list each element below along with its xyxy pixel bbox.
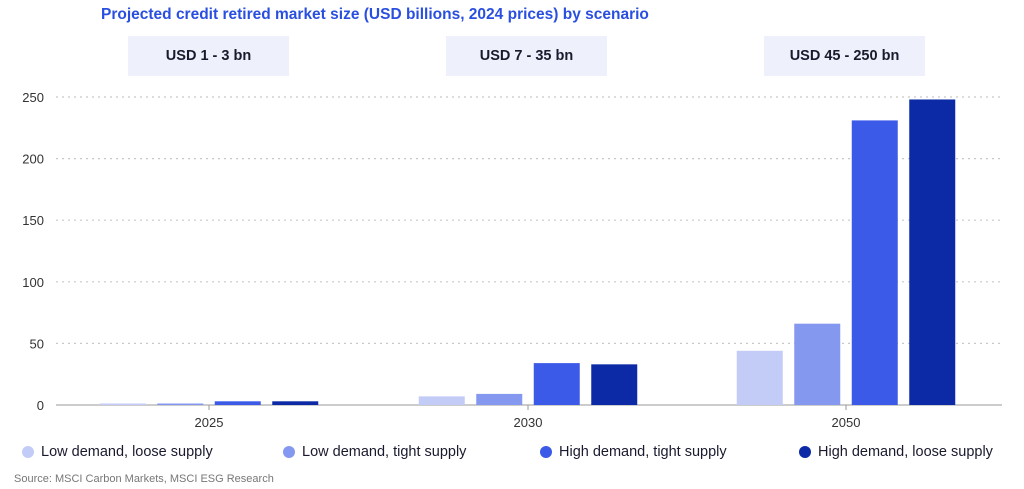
legend-item-low-tight: Low demand, tight supply [283, 444, 466, 460]
bar-2030-series-3 [591, 364, 638, 405]
bar-2025-series-2 [214, 401, 261, 405]
legend-item-low-loose: Low demand, loose supply [22, 444, 213, 460]
bar-2030-series-0 [418, 396, 465, 405]
bar-2030-series-2 [533, 363, 580, 405]
legend-label-low-loose: Low demand, loose supply [41, 444, 213, 460]
legend-swatch-low-tight [283, 446, 295, 458]
chart-legend: Low demand, loose supply Low demand, tig… [0, 444, 1024, 466]
range-label-2025-text: USD 1 - 3 bn [165, 48, 252, 64]
legend-swatch-high-tight [540, 446, 552, 458]
range-label-2030-text: USD 7 - 35 bn [479, 48, 574, 64]
y-tick-label-0: 0 [37, 398, 44, 413]
source-note: Source: MSCI Carbon Markets, MSCI ESG Re… [14, 473, 274, 485]
y-tick-label-250: 250 [22, 90, 44, 105]
bar-chart: 0 50 100 150 200 250 2025 2030 2050 [22, 90, 1002, 430]
bar-2050-series-1 [794, 323, 841, 405]
range-label-2050-text: USD 45 - 250 bn [789, 48, 900, 64]
bar-2050-series-3 [909, 99, 956, 406]
bar-2025-series-1 [157, 403, 204, 405]
bar-2030-series-1 [476, 393, 523, 405]
x-tick-label-2030: 2030 [514, 415, 543, 430]
y-tick-label-150: 150 [22, 213, 44, 228]
bar-2025-series-3 [272, 401, 319, 405]
x-tick-label-2025: 2025 [195, 415, 224, 430]
y-tick-label-200: 200 [22, 152, 44, 167]
y-tick-label-100: 100 [22, 275, 44, 290]
bar-2050-series-0 [736, 350, 783, 405]
legend-swatch-high-loose [799, 446, 811, 458]
legend-item-high-tight: High demand, tight supply [540, 444, 727, 460]
range-label-2050: USD 45 - 250 bn [764, 36, 925, 76]
legend-swatch-low-loose [22, 446, 34, 458]
range-label-2025: USD 1 - 3 bn [128, 36, 289, 76]
chart-title: Projected credit retired market size (US… [101, 6, 649, 23]
bar-2050-series-2 [851, 120, 898, 406]
legend-item-high-loose: High demand, loose supply [799, 444, 993, 460]
bar-2025-series-0 [99, 403, 146, 405]
range-label-2030: USD 7 - 35 bn [446, 36, 607, 76]
x-tick-label-2050: 2050 [832, 415, 861, 430]
y-tick-label-50: 50 [30, 336, 44, 351]
legend-label-high-tight: High demand, tight supply [559, 444, 727, 460]
legend-label-low-tight: Low demand, tight supply [302, 444, 467, 460]
legend-label-high-loose: High demand, loose supply [818, 444, 993, 460]
